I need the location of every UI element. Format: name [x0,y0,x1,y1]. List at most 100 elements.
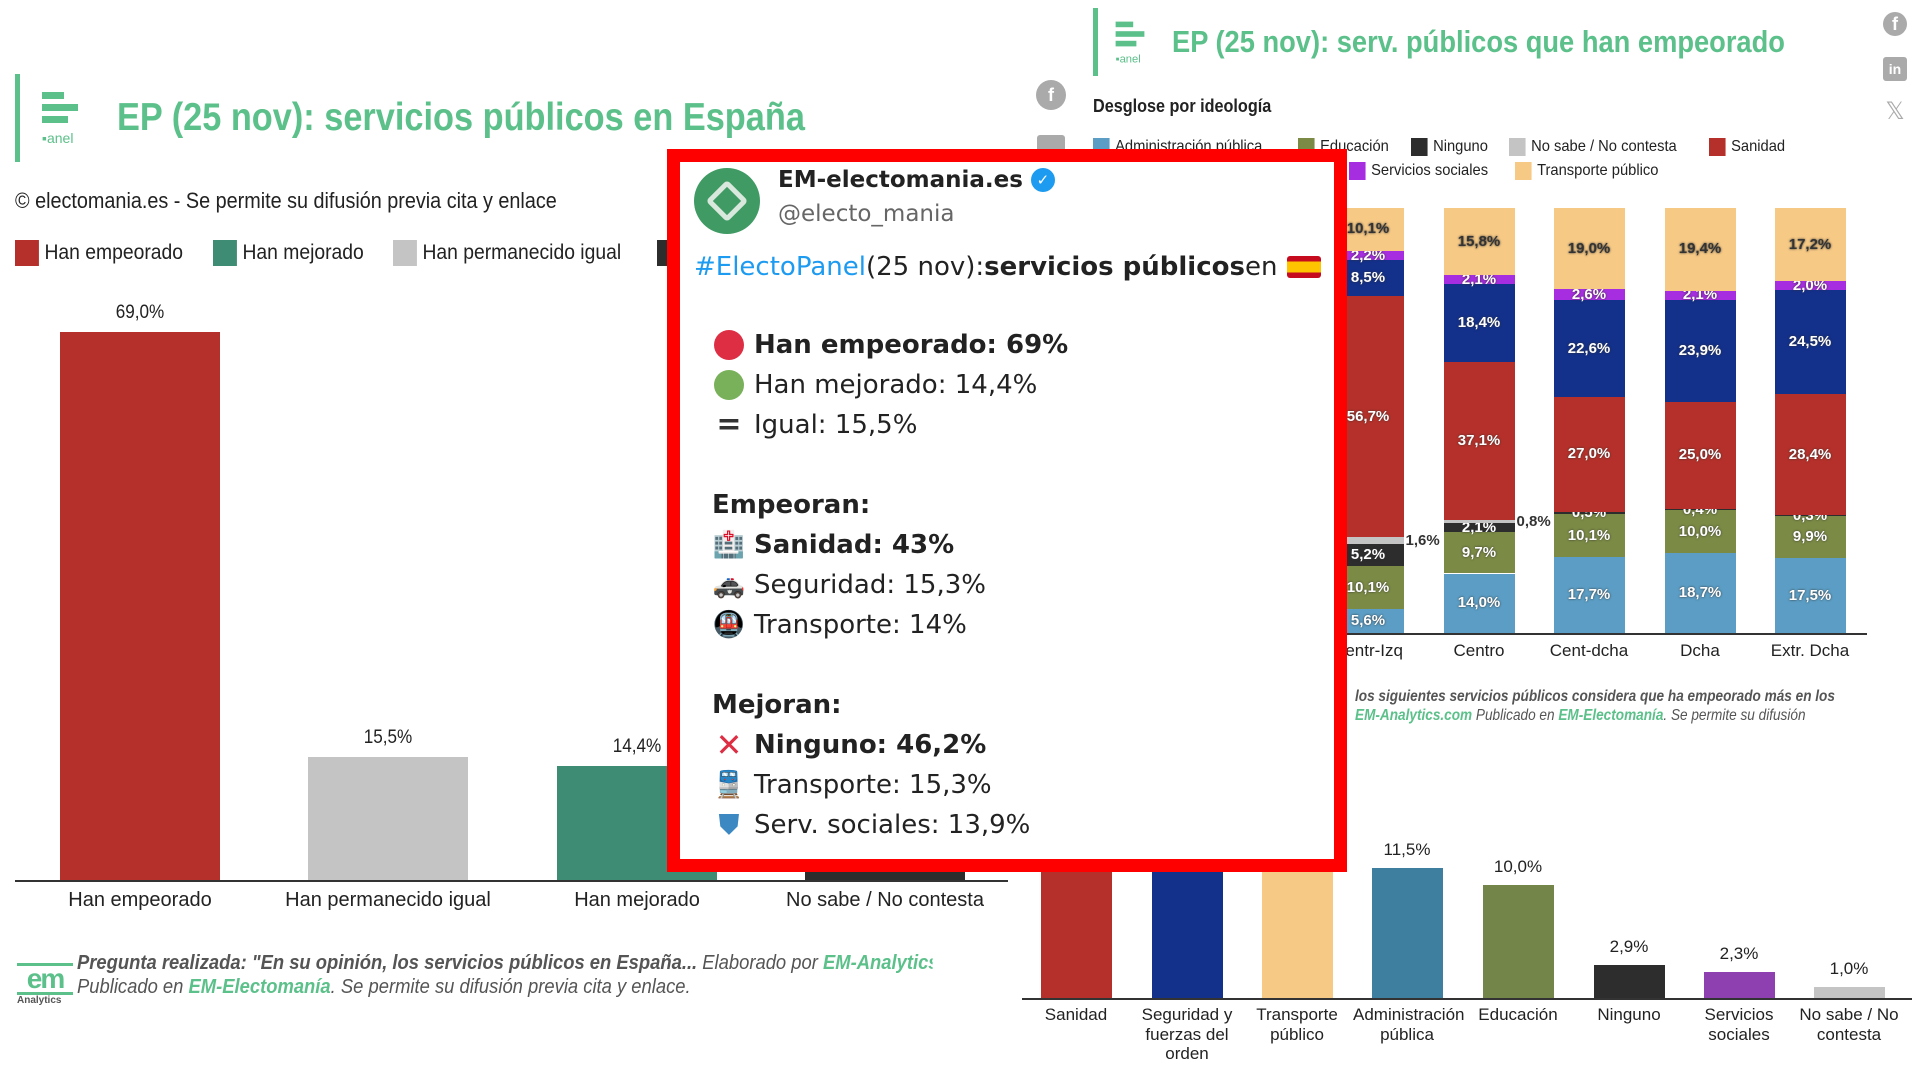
segment-label: 5,6% [1350,612,1386,630]
stacked-segment[interactable] [1332,609,1404,633]
stacked-segment[interactable] [1774,394,1846,516]
legend-swatch [1509,138,1526,156]
bar[interactable] [1482,884,1554,998]
segment-label: 18,4% [1457,314,1501,332]
brand-bar [15,74,20,162]
stacked-segment[interactable] [1553,208,1625,290]
segment-label: 17,2% [1788,235,1832,253]
stacked-segment[interactable] [1774,281,1846,290]
empeoran-heading: Empeoran: [712,490,871,520]
stacked-segment[interactable] [1553,512,1625,515]
mejoran-heading: Mejoran: [712,690,842,720]
account-avatar[interactable] [694,168,760,234]
legend-swatch [213,240,237,266]
legend-label: Han empeorado [44,241,184,264]
equals-icon: = [716,407,742,442]
bar[interactable] [60,332,220,880]
legend-swatch [15,240,39,266]
segment-label: 10,1% [1567,526,1611,544]
legend-label: Han mejorado [242,241,364,264]
segment-label: 25,0% [1678,446,1722,464]
account-handle[interactable]: @electo_mania [778,201,955,227]
em-electomania-link[interactable]: EM-Electomanía [188,976,331,998]
stacked-segment[interactable] [1443,208,1515,276]
stacked-segment[interactable] [1774,289,1846,395]
stacked-segment[interactable] [1332,544,1404,567]
bar[interactable] [805,871,965,880]
legend-label: Ninguno [1433,138,1488,155]
linkedin-icon[interactable]: in [1883,57,1907,81]
tweet-line: ✕ Ninguno: 46,2% [712,728,987,762]
em-analytics-link[interactable]: EM-Analytics.com [1355,707,1473,724]
stacked-segment[interactable] [1332,537,1404,545]
segment-label: 2,2% [1350,246,1386,264]
hashtag-link[interactable]: #ElectoPanel [694,252,866,282]
stacked-segment[interactable] [1664,208,1736,291]
x-axis [1022,998,1912,1000]
segment-label: 0,8% [1516,512,1551,530]
segment-label: 10,1% [1346,220,1390,238]
bar[interactable] [308,756,468,880]
stacked-segment[interactable] [1774,515,1846,517]
right-footer-line2: EM-Analytics.com Publicado en EM-Electom… [1355,707,1806,724]
stacked-segment[interactable] [1553,557,1625,633]
bar[interactable] [1593,965,1665,998]
account-name[interactable]: EM-electomania.es ✓ [778,166,1055,194]
legend-label: Transporte público [1537,162,1659,179]
left-footer-line2: Publicado en EM-Electomanía. Se permite … [77,976,691,998]
spain-flag-icon [1287,256,1322,278]
stacked-segment[interactable] [1443,275,1515,285]
stacked-segment[interactable] [1664,299,1736,402]
legend-swatch [1515,162,1532,180]
stacked-segment[interactable] [1664,401,1736,509]
category-label: Servicios sociales [1704,1005,1774,1044]
stacked-segment[interactable] [1553,289,1625,301]
stacked-segment[interactable] [1553,396,1625,513]
stacked-segment[interactable] [1553,300,1625,397]
facebook-icon[interactable]: f [1883,12,1907,36]
stacked-segment[interactable] [1664,290,1736,300]
stacked-segment[interactable] [1443,532,1515,574]
facebook-icon[interactable]: f [1036,80,1066,110]
x-icon[interactable]: 𝕏 [1885,97,1905,125]
bar[interactable] [1371,868,1443,998]
tweet-line-text: Sanidad: 43% [754,530,955,560]
segment-label: 28,4% [1788,445,1832,463]
category-label: No sabe / No contesta [786,889,984,911]
em-analytics-link[interactable]: EM-Analytics.com [822,952,933,974]
electopanel-logo: ▪anel [1106,20,1154,65]
legend-swatch [1349,162,1366,180]
tweet-intro: #ElectoPanel (25 nov): servicios público… [694,250,1322,284]
left-chart-title: EP (25 nov): servicios públicos en Españ… [117,96,805,139]
metro-icon: 🚇 [712,610,746,640]
segment-label: 19,4% [1678,240,1722,258]
stacked-segment[interactable] [1664,508,1736,511]
stacked-segment[interactable] [1774,558,1846,633]
stacked-segment[interactable] [1443,573,1515,633]
segment-label: 8,5% [1350,269,1386,287]
stacked-segment[interactable] [1553,514,1625,558]
stacked-segment[interactable] [1774,516,1846,559]
em-electomania-link[interactable]: EM-Electomanía [1558,707,1664,724]
stacked-segment[interactable] [1443,519,1515,524]
electopanel-logo: ▪anel [30,90,100,150]
category-label: Han mejorado [574,889,700,911]
segment-label: 9,7% [1461,543,1497,561]
stacked-segment[interactable] [1443,362,1515,520]
stacked-segment[interactable] [1774,208,1846,282]
stacked-segment[interactable] [1332,250,1404,261]
tweet-line-text: Han empeorado: 69% [754,330,1069,360]
stacked-segment[interactable] [1443,284,1515,363]
stacked-segment[interactable] [1664,553,1736,633]
category-label: Cent-dcha [1549,641,1629,660]
bar[interactable] [1813,986,1885,998]
stacked-segment[interactable] [1443,523,1515,533]
bar[interactable] [1703,972,1775,998]
data-label: 1,0% [1829,958,1869,978]
train-icon: 🚆 [712,770,746,800]
segment-label: 15,8% [1457,232,1501,250]
category-label: Administración pública [1353,1005,1465,1044]
segment-label: 5,2% [1350,546,1386,564]
segment-label: 24,5% [1788,332,1832,350]
stacked-segment[interactable] [1664,510,1736,554]
